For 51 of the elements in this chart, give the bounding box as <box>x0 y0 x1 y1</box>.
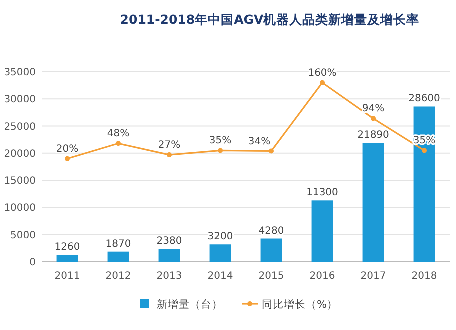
x-tick-label: 2015 <box>258 271 284 282</box>
data-label: 94% <box>362 104 385 115</box>
point <box>116 141 121 146</box>
point <box>371 116 376 122</box>
data-label: 1870 <box>106 238 132 250</box>
bar <box>260 238 282 262</box>
x-tick-label: 2013 <box>156 271 182 282</box>
x-tick-label: 2011 <box>54 271 80 282</box>
point <box>422 148 427 154</box>
x-tick-label: 2014 <box>208 271 234 282</box>
x-tick-label: 2017 <box>360 271 386 282</box>
data-label: 21890 <box>358 130 390 142</box>
data-label: 3200 <box>208 232 234 243</box>
point <box>320 80 325 86</box>
point <box>218 148 223 154</box>
y-tick-label: 5000 <box>10 230 36 242</box>
data-label: 11300 <box>306 188 338 199</box>
data-label: 34% <box>248 136 271 148</box>
data-label: 20% <box>56 144 79 155</box>
y-tick-label: 10000 <box>4 203 36 214</box>
y-tick-label: 35000 <box>4 68 36 78</box>
x-tick-label: 2012 <box>106 271 132 282</box>
bar <box>56 255 78 262</box>
data-label: 35% <box>209 136 232 147</box>
chart-title: 2011-2018年中国AGV机器人品类新增量及增长率 <box>120 12 420 27</box>
y-tick-label: 30000 <box>4 94 36 106</box>
y-tick-label: 20000 <box>4 148 36 160</box>
data-label: 48% <box>107 128 130 140</box>
y-tick-label: 0 <box>30 258 36 268</box>
data-label: 4280 <box>258 226 284 237</box>
y-tick-label: 25000 <box>4 122 36 133</box>
data-label: 35% <box>413 136 436 147</box>
legend-label: 同比增长（%） <box>262 298 338 311</box>
x-tick-label: 2016 <box>310 271 336 282</box>
x-tick-label: 2018 <box>412 271 438 282</box>
data-label: 2380 <box>156 236 182 248</box>
point <box>65 156 70 162</box>
data-label: 160% <box>308 68 337 79</box>
legend-label: 新增量（台） <box>157 298 223 311</box>
bar <box>312 200 334 262</box>
data-label: 27% <box>158 140 181 152</box>
point <box>269 148 274 154</box>
bar <box>210 244 232 262</box>
data-label: 28600 <box>408 94 440 105</box>
bar <box>362 143 384 262</box>
data-label: 1260 <box>54 242 80 254</box>
bar <box>414 106 436 262</box>
bar <box>108 252 130 262</box>
y-tick-label: 15000 <box>4 176 36 188</box>
bar <box>158 249 180 262</box>
point <box>167 152 172 158</box>
